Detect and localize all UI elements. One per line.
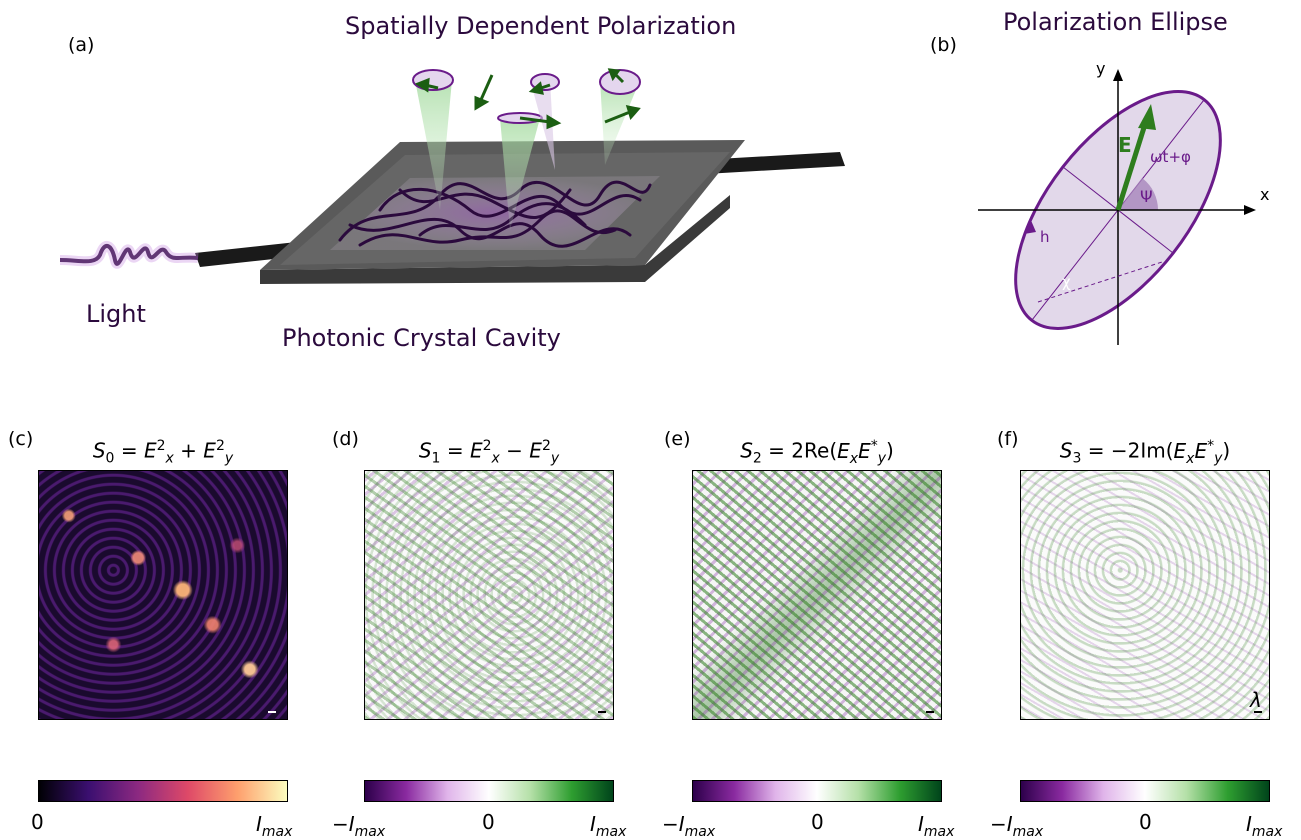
handedness-label: h: [1040, 228, 1050, 246]
panel-b-letter: (b): [930, 34, 957, 56]
s0-cb-right: Imax: [256, 812, 293, 840]
chi-label: χ: [1062, 273, 1071, 291]
s1-cb-mid: 0: [482, 810, 495, 834]
s2-colorbar: [692, 780, 942, 802]
axis-y-label: y: [1096, 59, 1105, 78]
handedness-arrow: [1024, 218, 1036, 234]
s0-colorbar: [38, 780, 288, 802]
axis-x-label: x: [1260, 185, 1269, 204]
e-field-arrow: [1115, 117, 1150, 211]
emission-cones: [412, 69, 641, 230]
panel-d-title: S1 = E2x − E2y: [418, 438, 560, 467]
s0-cb-left: 0: [31, 810, 44, 834]
s3-colorbar: [1020, 780, 1270, 802]
phase-label: ωt+φ: [1150, 148, 1191, 166]
panel-a-title: Spatially Dependent Polarization: [345, 12, 737, 40]
cavity-region: [330, 176, 660, 250]
s2-map: [692, 470, 942, 720]
panel-f-title: S3 = −2Im(ExE*y): [1059, 438, 1231, 467]
panel-c-title: S0 = E2x + E2y: [92, 438, 234, 467]
panel-e-title: S2 = 2Re(ExE*y): [740, 438, 894, 467]
s3-cb-mid: 0: [1139, 810, 1152, 834]
polarization-ellipse-diagram: x y E ωt+φ Ψ χ h: [978, 59, 1269, 345]
s3-cb-right: Imax: [1246, 812, 1283, 840]
panel-f-letter: (f): [997, 428, 1019, 450]
s1-cb-right: Imax: [590, 812, 627, 840]
psi-label: Ψ: [1140, 187, 1153, 206]
s3-scale-bar: [1254, 711, 1262, 713]
s1-map: [364, 470, 614, 720]
s2-cb-left: −Imax: [662, 812, 716, 840]
s1-scale-bar: [598, 711, 606, 713]
s1-cb-left: −Imax: [332, 812, 386, 840]
s2-cb-right: Imax: [918, 812, 955, 840]
slab-side: [260, 195, 730, 284]
s1-colorbar: [364, 780, 614, 802]
s0-scale-bar: [268, 711, 276, 713]
cavity-label: Photonic Crystal Cavity: [282, 324, 561, 352]
s0-intensity-map: [38, 470, 288, 720]
panel-a-letter: (a): [68, 34, 95, 56]
s2-cb-mid: 0: [811, 810, 824, 834]
panel-e-letter: (e): [664, 428, 691, 450]
light-wave: [59, 244, 199, 266]
s3-map: [1020, 470, 1270, 720]
cavity-illustration: [59, 68, 845, 284]
panel-b-title: Polarization Ellipse: [1003, 8, 1228, 36]
chi-line: [1037, 261, 1163, 303]
output-waveguide: [700, 152, 845, 174]
panel-d-letter: (d): [332, 428, 359, 450]
field-label: E: [1118, 133, 1132, 157]
s3-cb-left: −Imax: [990, 812, 1044, 840]
light-label: Light: [86, 300, 146, 328]
scale-label: λ: [1250, 688, 1262, 712]
panel-c-letter: (c): [8, 428, 34, 450]
s2-scale-bar: [926, 711, 934, 713]
psi-wedge: [1118, 178, 1158, 210]
polarization-arrows: [414, 68, 641, 130]
